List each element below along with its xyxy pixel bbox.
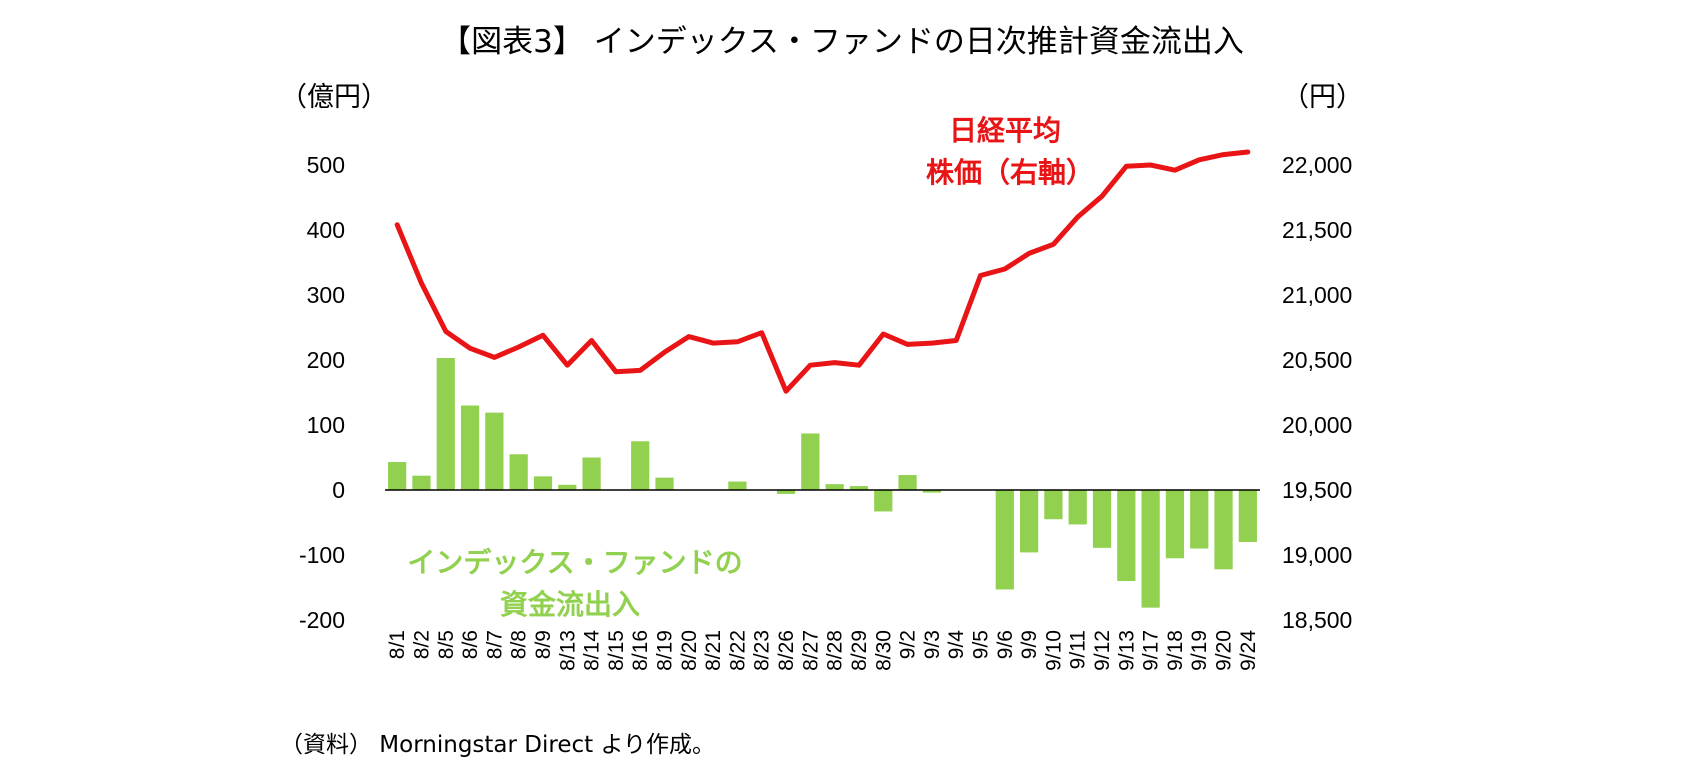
bar-8/13: [558, 484, 577, 490]
bar-8/16: [631, 441, 650, 490]
line-annotation-2: 株価（右軸）: [926, 156, 1094, 189]
right-tick-label: 18,500: [1282, 607, 1352, 633]
bar-8/9: [533, 476, 553, 490]
right-tick-label: 22,000: [1282, 152, 1352, 178]
bar-9/2: [898, 475, 917, 490]
bar-8/26: [776, 490, 796, 494]
bar-series: [388, 358, 1257, 608]
x-tick-label: 8/14: [581, 630, 604, 671]
left-tick-label: -200: [299, 607, 345, 633]
x-tick-label: 8/23: [751, 630, 774, 671]
x-tick-label: 8/5: [435, 630, 458, 659]
x-tick-label: 8/29: [848, 630, 871, 671]
bar-8/27: [801, 433, 820, 490]
bar-9/10: [1044, 490, 1063, 520]
x-tick-label: 8/9: [532, 630, 555, 659]
x-tick-label: 8/19: [654, 630, 677, 671]
bar-9/17: [1141, 490, 1160, 608]
x-tick-label: 9/9: [1018, 630, 1041, 659]
bar-8/2: [412, 475, 431, 490]
bar-8/29: [849, 486, 869, 490]
x-tick-label: 9/10: [1042, 630, 1065, 671]
x-tick-label: 8/22: [726, 630, 749, 671]
bar-9/13: [1117, 490, 1136, 581]
right-tick-label: 21,500: [1282, 217, 1352, 243]
bar-annotation-2: 資金流出入: [500, 588, 640, 621]
x-tick-label: 9/13: [1115, 630, 1138, 671]
bar-8/1: [388, 462, 407, 490]
x-tick-label: 8/21: [702, 630, 725, 671]
x-tick-label: 8/15: [605, 630, 628, 671]
x-tick-label: 9/24: [1237, 630, 1260, 671]
bar-8/8: [509, 454, 528, 490]
x-tick-label: 9/2: [897, 630, 920, 659]
source-note: （資料） Morningstar Direct より作成。: [280, 732, 715, 758]
x-tick-label: 8/30: [872, 630, 895, 671]
x-tick-label: 8/26: [775, 630, 798, 671]
right-tick-label: 19,000: [1282, 542, 1352, 568]
left-tick-label: -100: [299, 542, 345, 568]
line-annotation-1: 日経平均: [949, 114, 1061, 147]
bar-9/19: [1190, 490, 1209, 549]
x-tick-label: 8/27: [799, 630, 822, 671]
x-tick-label: 9/6: [994, 630, 1017, 659]
left-tick-label: 100: [307, 412, 345, 438]
bar-8/6: [460, 405, 480, 490]
bar-8/19: [655, 477, 674, 490]
bar-9/20: [1214, 490, 1233, 570]
bar-9/12: [1092, 490, 1112, 548]
x-tick-label: 8/7: [483, 630, 506, 659]
x-tick-label: 9/18: [1164, 630, 1187, 671]
x-tick-label: 9/17: [1140, 630, 1163, 671]
bar-9/24: [1238, 490, 1257, 542]
x-tick-label: 9/4: [945, 630, 968, 660]
bar-9/6: [995, 490, 1014, 590]
left-tick-label: 200: [307, 347, 345, 373]
left-tick-label: 400: [307, 217, 345, 243]
left-tick-label: 0: [332, 477, 345, 503]
x-tick-label: 9/12: [1091, 630, 1114, 671]
bar-8/5: [436, 358, 455, 490]
right-tick-label: 20,500: [1282, 347, 1352, 373]
bar-annotation-1: インデックス・ファンドの: [407, 546, 742, 579]
bar-8/30: [874, 490, 893, 512]
x-tick-label: 9/5: [969, 630, 992, 659]
bar-8/7: [485, 412, 504, 490]
x-tick-label: 8/28: [824, 630, 847, 671]
right-axis-unit: （円）: [1282, 82, 1363, 113]
x-tick-label: 8/16: [629, 630, 652, 671]
x-tick-label: 9/3: [921, 630, 944, 659]
left-tick-label: 500: [307, 152, 345, 178]
bar-9/3: [922, 490, 941, 493]
left-axis-ticks: 500 400 300 200 100 0 -100 -200: [299, 152, 345, 633]
x-tick-label: 8/2: [410, 630, 433, 659]
x-tick-label: 8/8: [508, 630, 531, 659]
x-tick-label: 8/13: [556, 630, 579, 671]
x-tick-label: 9/20: [1213, 630, 1236, 671]
chart-title: 【図表3】 インデックス・ファンドの日次推計資金流出入: [440, 24, 1244, 60]
x-tick-label: 8/6: [459, 630, 482, 659]
x-tick-label: 9/11: [1067, 630, 1090, 669]
bar-9/11: [1068, 490, 1087, 525]
left-tick-label: 300: [307, 282, 345, 308]
x-axis-ticks: 8/1 8/2 8/5 8/6 8/7 8/8 8/9 8/13 8/14 8/15 8/16 8/1…: [386, 630, 1260, 671]
bar-9/18: [1165, 490, 1185, 559]
right-tick-label: 21,000: [1282, 282, 1352, 308]
x-tick-label: 8/20: [678, 630, 701, 671]
bar-9/9: [1019, 490, 1039, 553]
right-tick-label: 20,000: [1282, 412, 1352, 438]
nikkei-line: [394, 149, 1251, 394]
bar-8/28: [825, 484, 844, 490]
bar-8/14: [582, 457, 601, 490]
right-axis-ticks: 22,000 21,500 21,000 20,500 20,000 19,500 19,0…: [1282, 152, 1352, 633]
left-axis-unit: （億円）: [280, 82, 388, 113]
right-tick-label: 19,500: [1282, 477, 1352, 503]
bar-8/22: [728, 481, 747, 490]
x-tick-label: 9/19: [1188, 630, 1211, 671]
x-tick-label: 8/1: [386, 630, 409, 659]
